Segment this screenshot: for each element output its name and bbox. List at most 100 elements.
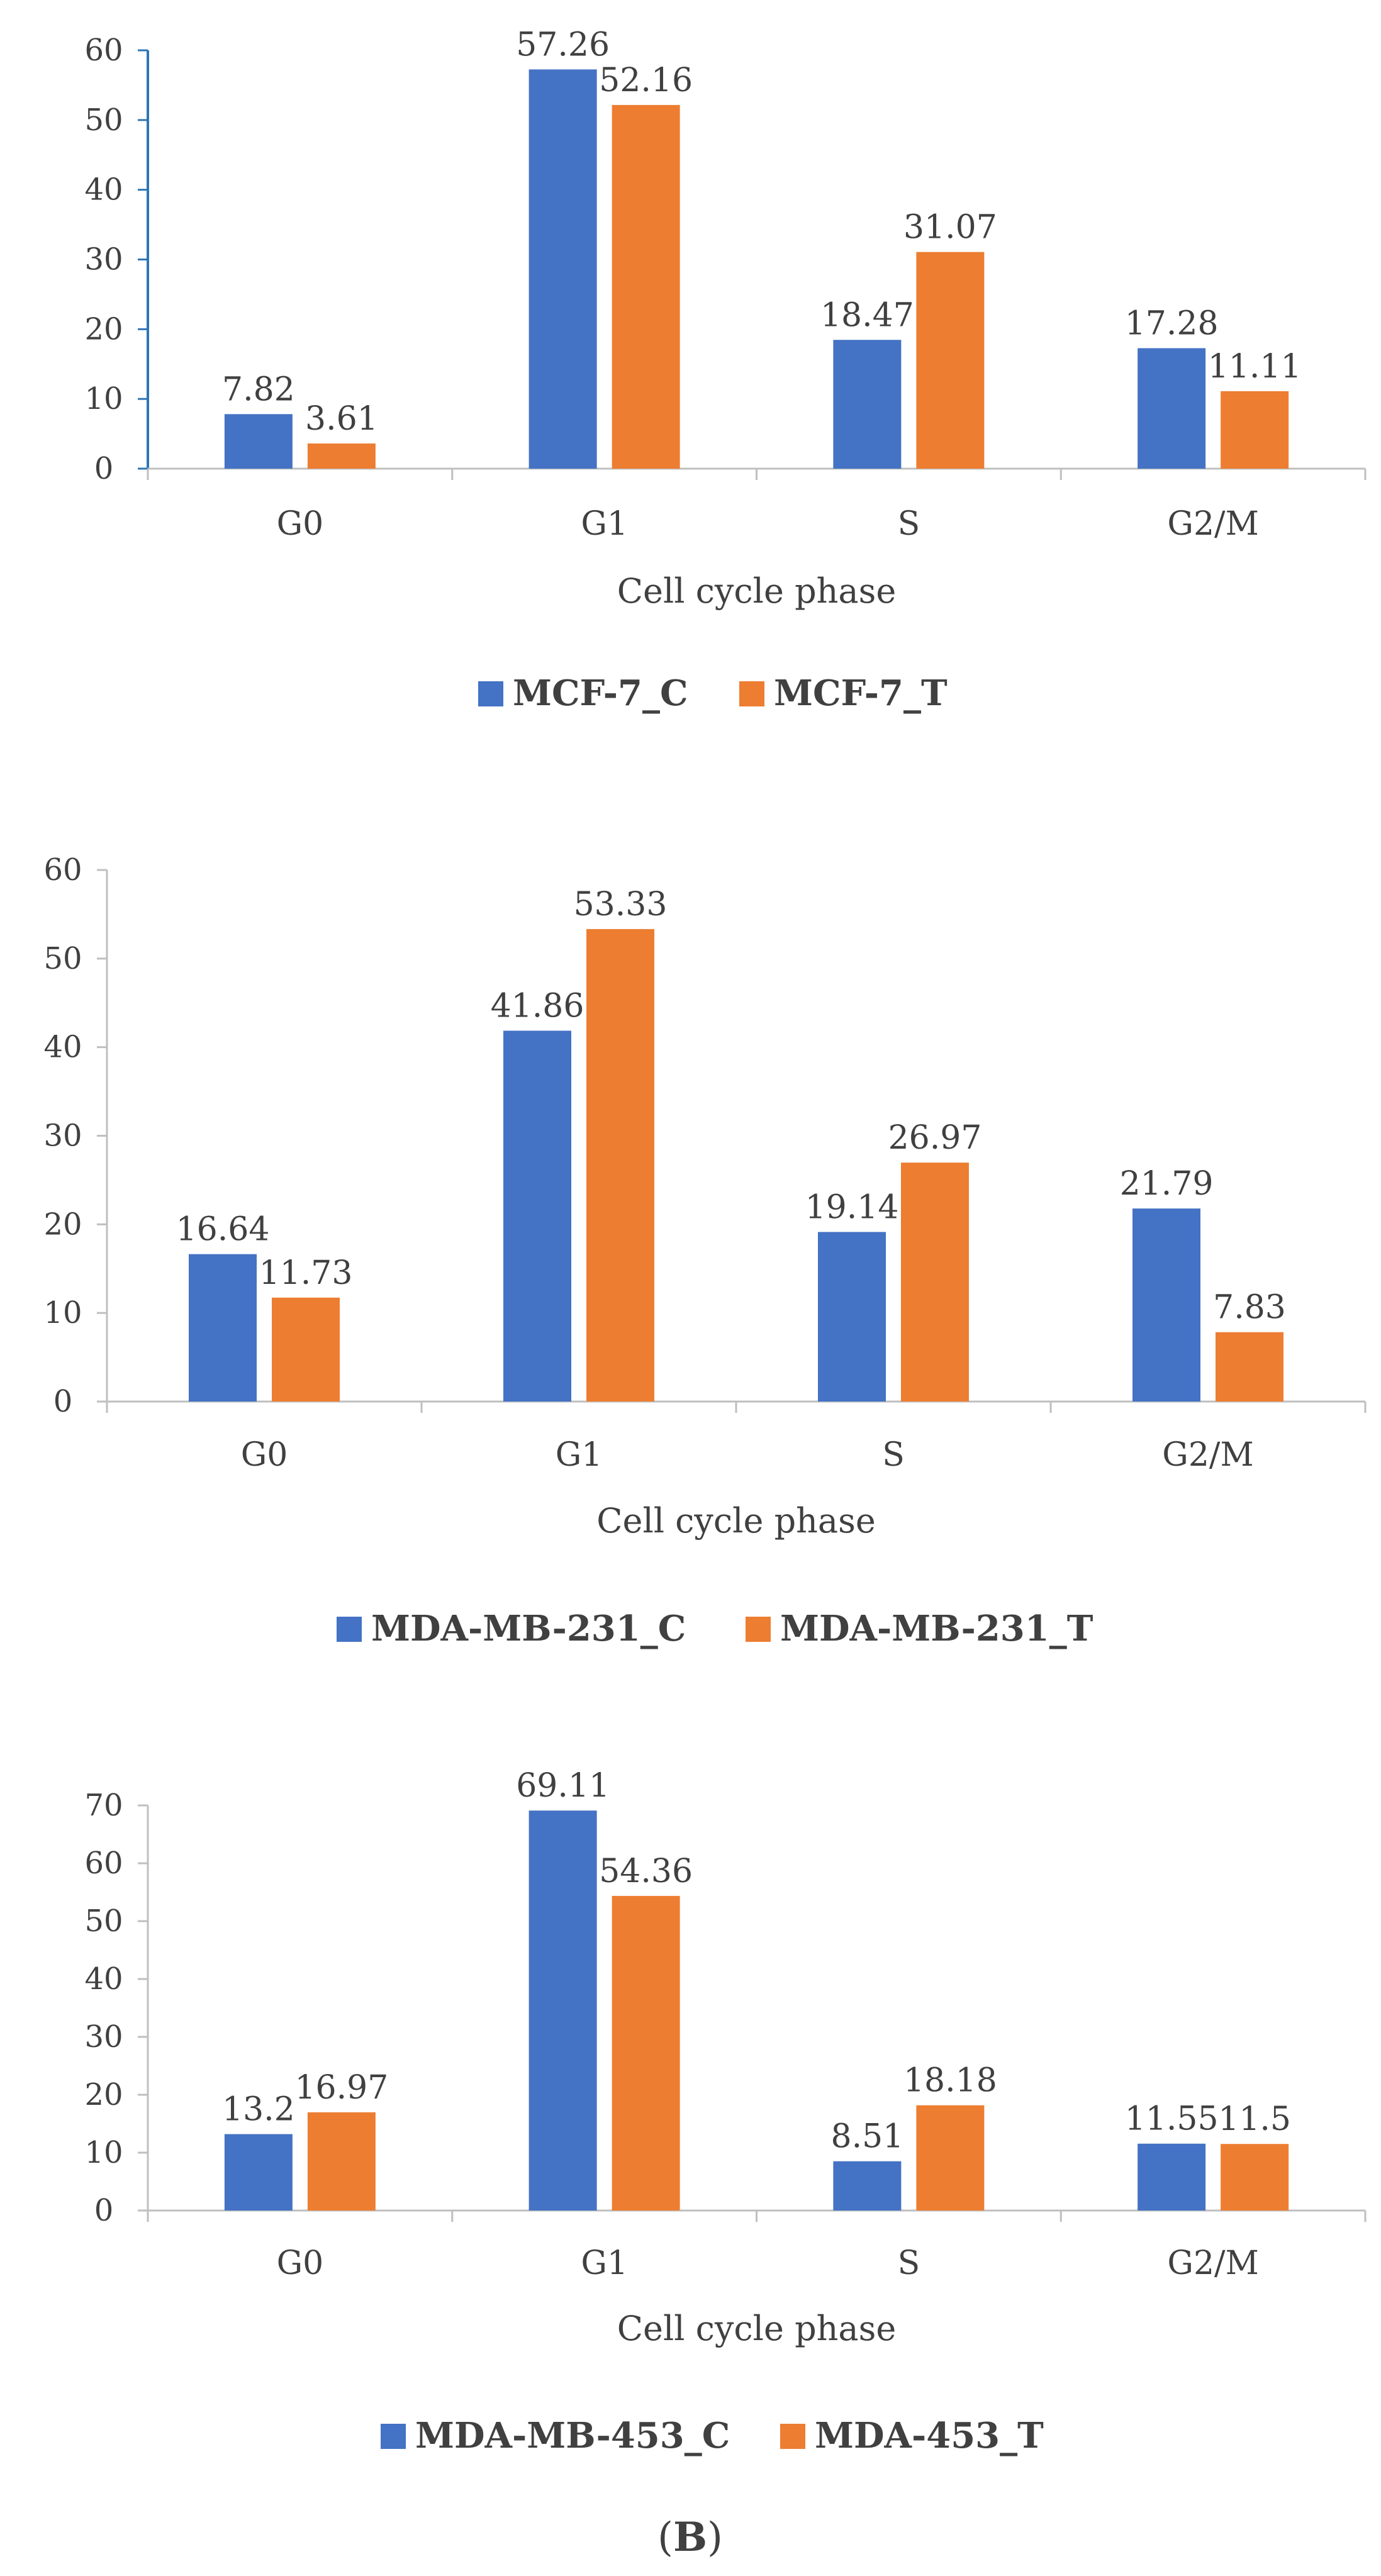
data-label: 53.33 (574, 886, 668, 923)
data-label: 57.26 (516, 26, 610, 64)
y-tick-label: 40 (84, 172, 123, 208)
bar-MCF-7_T-S (916, 252, 985, 469)
legend-swatch (739, 681, 764, 706)
legend-swatch (337, 1617, 362, 1642)
bar-MDA-453_T-G2/M (1221, 2144, 1289, 2211)
data-label: 21.79 (1120, 1165, 1214, 1203)
category-label: G0 (277, 505, 324, 543)
category-label: G2/M (1162, 1436, 1253, 1474)
category-label: G2/M (1167, 505, 1258, 543)
data-label: 3.61 (305, 400, 378, 438)
bar-MDA-MB-231_C-G1 (503, 1030, 571, 1402)
legend-swatch (746, 1617, 771, 1642)
y-tick-label: 50 (43, 941, 82, 976)
bar-MCF-7_C-G0 (224, 414, 293, 469)
category-label: G0 (277, 2244, 324, 2282)
y-tick-label: 30 (43, 1118, 82, 1154)
y-tick-label: 10 (84, 2135, 123, 2170)
data-label: 52.16 (599, 62, 693, 99)
category-label: G1 (581, 505, 628, 543)
bar-MDA-MB-453_C-G1 (528, 1810, 597, 2211)
legend-swatch (478, 681, 503, 706)
bar-MDA-MB-231_C-G0 (189, 1254, 257, 1402)
x-axis-title: Cell cycle phase (617, 2309, 897, 2348)
data-label: 19.14 (805, 1188, 899, 1226)
data-label: 41.86 (491, 987, 584, 1025)
y-tick-label: 40 (84, 1961, 123, 1997)
y-tick-label: 10 (43, 1295, 82, 1330)
legend-swatch (780, 2424, 805, 2449)
data-label: 16.64 (176, 1211, 270, 1249)
data-label: 8.51 (830, 2118, 903, 2156)
y-tick-label: 70 (84, 1788, 123, 1823)
y-tick-label: 10 (84, 381, 123, 416)
bar-MDA-MB-453_C-G0 (224, 2134, 293, 2211)
y-tick-label: 0 (94, 2193, 114, 2228)
bar-MCF-7_C-G2/M (1138, 348, 1206, 469)
legend: MDA-MB-231_C MDA-MB-231_T (337, 1608, 1093, 1649)
data-label: 26.97 (888, 1119, 982, 1157)
data-label: 11.11 (1208, 348, 1302, 386)
bar-MDA-453_T-G1 (612, 1895, 680, 2211)
x-axis-title: Cell cycle phase (617, 571, 897, 611)
y-tick-label: 0 (53, 1384, 73, 1419)
bar-MDA-MB-231_T-G0 (272, 1297, 340, 1402)
legend-label: MDA-MB-231_C (371, 1608, 686, 1649)
y-tick-label: 60 (84, 1846, 123, 1881)
y-tick-label: 20 (84, 311, 123, 347)
category-label: G2/M (1167, 2244, 1258, 2282)
bar-MDA-MB-231_T-G2/M (1216, 1332, 1283, 1402)
category-label: G0 (241, 1436, 288, 1474)
bar-MDA-MB-231_T-G1 (586, 928, 654, 1402)
y-tick-label: 20 (84, 2077, 123, 2112)
chart-3: 0 10 20 30 40 50 60 70 13.216.97 G0 69.11 54.36 G1 8.… (84, 1767, 1367, 2456)
chart-2: 0 10 20 30 40 50 60 16.64 11.73 G0 41.86 53.33 G1 19.… (43, 852, 1367, 1649)
data-label: 54.36 (599, 1853, 693, 1890)
figure-caption: (B) (657, 2514, 723, 2561)
bar-MDA-MB-453_C-G2/M (1138, 2143, 1206, 2211)
bar-MDA-453_T-G0 (307, 2112, 376, 2211)
data-label: 18.18 (903, 2062, 997, 2100)
legend-label: MDA-453_T (815, 2415, 1044, 2456)
y-tick-label: 30 (84, 2019, 123, 2055)
data-label: 31.07 (903, 209, 997, 247)
bar-MDA-MB-231_T-S (901, 1163, 969, 1402)
y-tick-label: 30 (84, 242, 123, 277)
y-tick-label: 0 (94, 451, 114, 486)
y-tick-label: 50 (84, 1904, 123, 1939)
legend-label: MDA-MB-453_C (415, 2415, 730, 2456)
legend-label: MDA-MB-231_T (780, 1608, 1093, 1649)
bar-MDA-453_T-S (916, 2105, 985, 2211)
bar-MCF-7_T-G0 (307, 443, 376, 469)
bar-MCF-7_T-G1 (612, 104, 680, 469)
y-tick-label: 50 (84, 103, 123, 138)
category-label: G1 (556, 1436, 603, 1474)
legend-label: MCF-7_C (513, 672, 688, 714)
y-tick-label: 20 (43, 1207, 82, 1242)
legend: MCF-7_C MCF-7_T (478, 672, 948, 714)
data-label: 17.28 (1125, 304, 1219, 342)
bar-MDA-MB-231_C-S (818, 1232, 886, 1402)
data-label: 69.11 (516, 1767, 610, 1805)
data-label: 11.73 (259, 1254, 353, 1292)
bar-MDA-MB-453_C-S (833, 2161, 902, 2211)
data-label: 7.82 (222, 371, 295, 408)
y-tick-label: 40 (43, 1030, 82, 1065)
data-label: 11.55 (1125, 2100, 1219, 2138)
legend: MDA-MB-453_C MDA-453_T (381, 2415, 1044, 2456)
y-tick-label: 60 (43, 852, 82, 888)
data-label: 11.5 (1218, 2100, 1291, 2138)
data-label: 16.97 (294, 2069, 388, 2107)
category-label: G1 (581, 2244, 628, 2282)
bar-MCF-7_C-G1 (528, 69, 597, 469)
data-label: 13.2 (222, 2091, 295, 2129)
category-label: S (898, 505, 920, 543)
bar-MCF-7_C-S (833, 340, 902, 469)
category-label: S (882, 1436, 905, 1474)
y-tick-label: 60 (84, 33, 123, 68)
legend-swatch (381, 2424, 406, 2449)
x-axis-title: Cell cycle phase (596, 1501, 876, 1541)
legend-label: MCF-7_T (774, 672, 948, 714)
